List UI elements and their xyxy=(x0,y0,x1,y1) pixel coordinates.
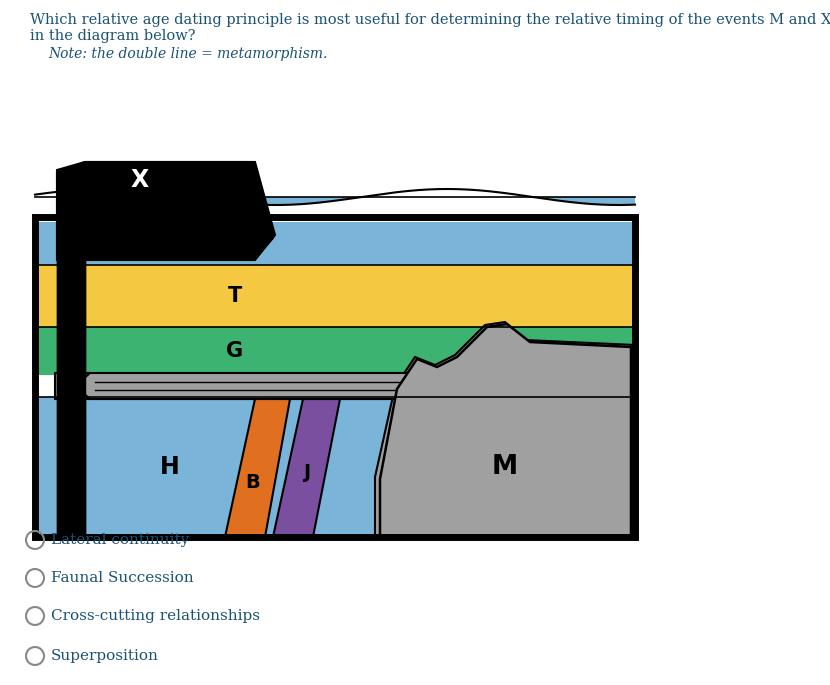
Polygon shape xyxy=(35,397,635,537)
Polygon shape xyxy=(35,197,635,265)
Polygon shape xyxy=(55,373,630,399)
Text: Which relative age dating principle is most useful for determining the relative : Which relative age dating principle is m… xyxy=(30,13,830,27)
Polygon shape xyxy=(57,260,85,537)
Text: Superposition: Superposition xyxy=(51,649,159,663)
Polygon shape xyxy=(35,189,635,205)
Polygon shape xyxy=(380,324,631,537)
Text: H: H xyxy=(160,455,180,479)
Polygon shape xyxy=(273,399,340,537)
Polygon shape xyxy=(35,327,635,375)
Text: T: T xyxy=(228,286,242,306)
Polygon shape xyxy=(225,399,290,537)
Text: J: J xyxy=(304,462,310,482)
Polygon shape xyxy=(35,265,635,327)
Text: M: M xyxy=(492,454,518,480)
Text: X: X xyxy=(131,168,149,192)
Polygon shape xyxy=(35,189,635,222)
Text: Note: the double line = metamorphism.: Note: the double line = metamorphism. xyxy=(48,47,327,61)
Polygon shape xyxy=(375,322,635,537)
Polygon shape xyxy=(57,162,273,260)
Polygon shape xyxy=(75,373,630,399)
Bar xyxy=(35,217,635,537)
Text: Lateral continuity: Lateral continuity xyxy=(51,533,189,547)
Text: G: G xyxy=(227,341,243,361)
Text: R: R xyxy=(227,226,243,246)
Polygon shape xyxy=(57,255,85,537)
Text: B: B xyxy=(246,473,261,492)
Text: Faunal Succession: Faunal Succession xyxy=(51,571,193,585)
Bar xyxy=(35,217,635,537)
Polygon shape xyxy=(57,162,275,260)
Text: Cross-cutting relationships: Cross-cutting relationships xyxy=(51,609,260,623)
Text: in the diagram below?: in the diagram below? xyxy=(30,29,196,43)
